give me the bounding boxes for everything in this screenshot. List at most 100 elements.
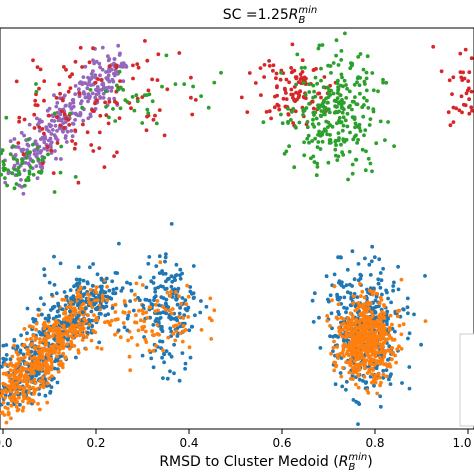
data-point-purple-79 — [19, 178, 23, 182]
data-point-red-357 — [96, 77, 100, 81]
data-point-green-868 — [335, 121, 339, 126]
data-point-orange-3052 — [336, 302, 341, 307]
data-point-orange-1623 — [94, 285, 99, 290]
data-point-green-788 — [313, 136, 317, 141]
data-point-green-913 — [336, 154, 341, 159]
data-point-blue-2391 — [332, 272, 337, 277]
data-point-orange-1884 — [8, 368, 13, 373]
data-point-green-889 — [366, 106, 371, 110]
data-point-orange-1574 — [93, 288, 98, 293]
data-point-purple-281 — [106, 73, 111, 78]
data-point-orange-1797 — [65, 342, 69, 347]
data-point-red-939 — [467, 70, 472, 75]
data-point-red-930 — [460, 78, 465, 82]
data-point-red-404 — [162, 133, 167, 138]
data-point-blue-2273 — [95, 307, 99, 312]
data-point-blue-2679 — [363, 256, 367, 261]
data-point-green-842 — [335, 91, 340, 95]
data-point-orange-3218 — [382, 331, 387, 335]
data-point-blue-2544 — [379, 278, 384, 283]
data-point-red-928 — [439, 69, 444, 74]
data-point-orange-2979 — [390, 346, 394, 350]
data-point-green-685 — [340, 110, 345, 115]
data-point-blue-2052 — [162, 360, 167, 365]
data-point-blue-1291 — [8, 357, 13, 362]
data-point-blue-2686 — [318, 346, 323, 350]
data-point-orange-3206 — [359, 350, 363, 354]
data-point-orange-2100 — [147, 348, 152, 353]
data-point-blue-1978 — [170, 279, 175, 284]
data-point-purple-204 — [94, 59, 99, 64]
data-point-green-491 — [199, 94, 204, 98]
data-point-purple-295 — [71, 97, 76, 102]
data-point-green-495 — [173, 82, 178, 86]
data-point-green-814 — [325, 100, 330, 105]
data-point-red-576 — [271, 63, 276, 68]
data-point-red-923 — [451, 75, 456, 80]
data-point-green-515 — [130, 95, 135, 99]
data-point-blue-2506 — [348, 282, 352, 287]
data-point-green-897 — [336, 88, 340, 92]
data-point-orange-3157 — [359, 294, 363, 298]
data-point-orange-1664 — [17, 385, 22, 390]
data-point-blue-2618 — [358, 272, 363, 277]
data-point-blue-1943 — [160, 355, 165, 360]
data-point-green-649 — [307, 90, 312, 94]
data-point-orange-2109 — [177, 314, 182, 319]
data-point-blue-2416 — [386, 296, 390, 301]
data-point-blue-1416 — [89, 309, 94, 314]
data-point-orange-1865 — [15, 363, 20, 368]
data-point-red-562 — [271, 68, 275, 73]
data-point-green-505 — [34, 82, 38, 86]
data-point-green-778 — [341, 115, 346, 120]
data-point-orange-1909 — [15, 390, 20, 394]
data-point-purple-233 — [22, 133, 26, 138]
data-point-orange-1683 — [63, 298, 67, 302]
data-point-red-409 — [156, 52, 161, 57]
data-point-blue-2071 — [172, 316, 177, 321]
data-point-blue-2271 — [71, 297, 76, 302]
data-point-orange-3243 — [397, 344, 401, 349]
data-point-orange-2192 — [137, 308, 141, 313]
data-point-red-400 — [135, 62, 140, 66]
data-point-blue-1318 — [4, 353, 9, 357]
data-point-purple-224 — [42, 136, 47, 140]
data-point-blue-2014 — [173, 278, 178, 282]
data-point-orange-2154 — [186, 294, 191, 299]
data-point-blue-2213 — [42, 273, 47, 278]
data-point-green-526 — [142, 93, 147, 97]
data-point-blue-2237 — [64, 294, 69, 299]
data-point-orange-3160 — [348, 324, 353, 328]
data-point-red-623 — [267, 109, 272, 114]
data-point-blue-2288 — [389, 300, 393, 305]
data-point-red-937 — [463, 47, 468, 52]
data-point-orange-1583 — [31, 325, 35, 329]
data-point-blue-2605 — [342, 295, 347, 300]
data-point-blue-2572 — [356, 278, 361, 283]
x-tick-label-0.0: 0.0 — [0, 436, 13, 450]
data-point-blue-2670 — [338, 295, 343, 300]
data-point-blue-2241 — [123, 303, 128, 308]
data-point-red-416 — [91, 46, 95, 51]
data-point-red-633 — [312, 67, 316, 72]
data-point-orange-2175 — [73, 330, 78, 335]
data-point-blue-1335 — [15, 345, 20, 350]
data-point-red-406 — [131, 76, 135, 81]
data-point-blue-2616 — [345, 267, 350, 272]
data-point-blue-2025 — [160, 329, 165, 334]
data-point-red-364 — [59, 109, 64, 114]
data-point-orange-1885 — [22, 327, 27, 331]
data-point-green-668 — [368, 161, 373, 166]
data-point-blue-2051 — [156, 285, 161, 290]
data-point-blue-2231 — [138, 275, 143, 280]
data-point-red-527 — [289, 87, 294, 92]
data-point-green-809 — [326, 107, 331, 112]
data-point-green-789 — [301, 113, 305, 117]
data-point-blue-1964 — [163, 255, 168, 260]
data-point-purple-201 — [73, 118, 77, 122]
data-point-blue-2444 — [340, 384, 345, 389]
data-point-green-683 — [302, 153, 307, 158]
data-point-orange-1878 — [52, 323, 57, 327]
data-point-blue-2483 — [392, 280, 396, 285]
data-point-blue-2298 — [329, 311, 334, 316]
